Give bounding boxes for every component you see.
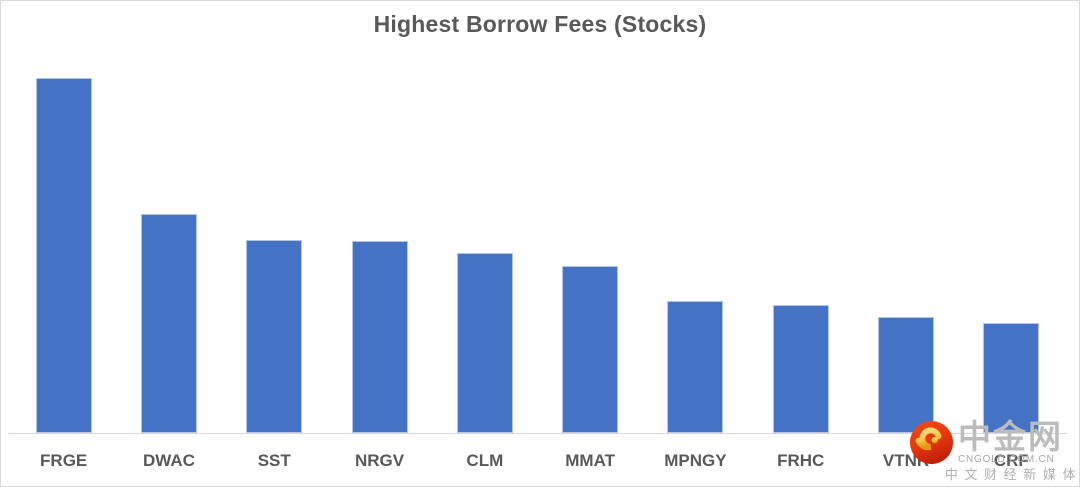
bar-slot-sst [222,78,327,433]
x-label-crf: CRF [993,451,1029,470]
x-label-frhc: FRHC [777,451,825,470]
x-label-clm: CLM [466,451,504,470]
watermark-tagline: 中 文 财 经 新 媒 体 [944,467,1077,482]
bar-slot-vtnr [853,78,958,433]
bar-vtnr [878,317,935,433]
chart-title: Highest Borrow Fees (Stocks) [373,11,707,37]
plot-area [11,78,1064,433]
bar-mpngy [667,301,724,433]
bar-slot-clm [432,78,537,433]
x-axis-labels: FRGE DWAC SST NRGV CLM MMAT MPNGY FRHC VTNR CRF [11,451,1064,471]
bar-clm [456,253,513,433]
bar-dwac [140,214,197,433]
watermark-top-row: 中金网 CNGOLD.COM.CN [909,420,1077,465]
x-label-mmat: MMAT [565,451,615,470]
bar-slot-mmat [537,78,642,433]
bar-slot-mpngy [643,78,748,433]
x-axis-line [9,433,1067,434]
bar-slot-nrgv [327,78,432,433]
bar-slot-crf [959,78,1064,433]
bar-frge [35,78,92,433]
watermark-text-block: 中金网 CNGOLD.COM.CN [958,420,1077,465]
watermark-brand: 中金网 [958,418,1063,455]
bar-slot-frge [11,78,116,433]
bar-crf [983,323,1040,433]
bar-slot-frhc [748,78,853,433]
x-label-dwac: DWAC [142,451,195,470]
bar-frhc [772,305,829,433]
watermark-domain: CNGOLD.COM.CN [958,454,1055,465]
bar-slot-dwac [116,78,221,433]
x-label-sst: SST [257,451,291,470]
cngold-logo-icon [909,420,954,465]
cngold-watermark: 中金网 CNGOLD.COM.CN 中 文 财 经 新 媒 体 [909,420,1077,481]
x-label-mpngy: MPNGY [664,451,727,470]
x-label-frge: FRGE [40,451,88,470]
x-label-nrgv: NRGV [354,451,405,470]
bar-mmat [562,266,619,433]
bar-nrgv [351,241,408,433]
bar-sst [246,240,303,433]
